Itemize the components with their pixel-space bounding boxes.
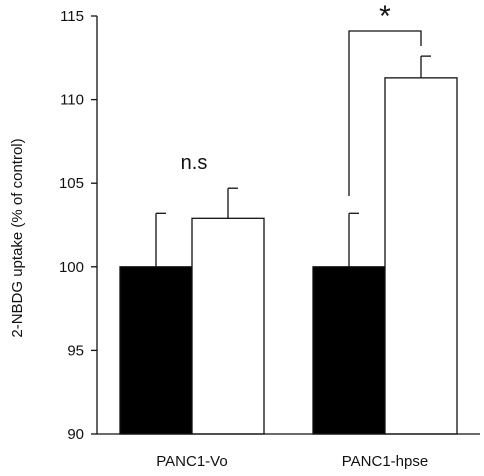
x-tick-label: PANC1-hpse	[342, 453, 428, 470]
bar	[119, 266, 193, 435]
y-tick-label: 90	[67, 426, 84, 443]
y-tick-label: 105	[59, 175, 84, 192]
significance-star: *	[379, 0, 391, 33]
bar	[384, 77, 458, 435]
significance-bracket	[348, 30, 422, 196]
x-axis: PANC1-Vo PANC1-hpse	[97, 433, 480, 470]
bar	[191, 217, 265, 435]
y-tick-label: 100	[59, 259, 84, 276]
y-axis: 90 95 100 105 110 115	[59, 8, 98, 443]
y-tick-label: 95	[67, 342, 84, 359]
plot-area: n.s *	[119, 0, 458, 435]
y-tick-label: 115	[60, 8, 84, 25]
x-tick-label: PANC1-Vo	[156, 453, 227, 470]
bar	[312, 266, 386, 435]
y-tick-label: 110	[60, 92, 84, 109]
y-axis-label: 2-NBDG uptake (% of control)	[9, 138, 26, 337]
annotation-ns: n.s	[181, 152, 208, 174]
